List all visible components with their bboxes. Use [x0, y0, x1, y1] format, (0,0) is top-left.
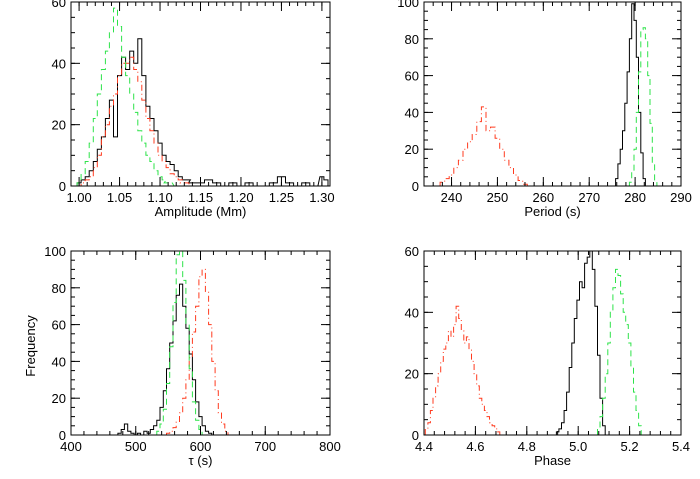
histogram-series-0 — [615, 3, 646, 186]
x-tick-label: 1.00 — [66, 190, 91, 205]
y-tick-label: 60 — [405, 244, 419, 259]
x-tick-label: 600 — [190, 439, 212, 454]
histogram-series-1 — [424, 305, 503, 435]
y-tick-label: 20 — [405, 142, 419, 157]
x-tick-label: 5.0 — [569, 439, 587, 454]
x-axis-label: Phase — [534, 453, 571, 468]
y-tick-label: 60 — [52, 0, 66, 10]
x-tick-label: 240 — [441, 190, 463, 205]
x-tick-label: 4.8 — [518, 439, 536, 454]
x-tick-label: 4.4 — [415, 439, 433, 454]
histogram-series-1 — [439, 106, 528, 186]
plot-frame — [70, 1, 331, 187]
y-tick-label: 0 — [412, 179, 419, 194]
x-tick-label: 500 — [125, 439, 147, 454]
y-tick-label: 40 — [405, 305, 419, 320]
y-tick-label: 60 — [52, 318, 66, 333]
y-tick-label: 100 — [397, 0, 419, 10]
y-tick-label: 80 — [405, 32, 419, 47]
y-tick-label: 20 — [52, 118, 66, 133]
x-tick-label: 250 — [487, 190, 509, 205]
x-tick-label: 1.30 — [309, 190, 334, 205]
y-tick-label: 40 — [405, 105, 419, 120]
x-tick-label: 290 — [670, 190, 692, 205]
histogram-panel-period: 240 250 260 270 280 290 0 20 40 60 80 100 Period (s) — [397, 0, 692, 219]
plot-frame — [423, 1, 682, 187]
x-tick-label: 1.15 — [188, 190, 213, 205]
y-tick-label: 80 — [52, 281, 66, 296]
histogram-panel-amplitude: 1.00 1.05 1.10 1.15 1.20 1.25 1.30 0 20 40 60 Ampli… — [52, 0, 335, 219]
histogram-series-2 — [76, 7, 179, 186]
x-axis-label: Amplitude (Mm) — [155, 204, 247, 219]
x-tick-label: 270 — [578, 190, 600, 205]
y-tick-label: 0 — [59, 428, 66, 443]
histogram-series-1 — [77, 56, 195, 186]
x-tick-label: 280 — [624, 190, 646, 205]
histogram-series-0 — [76, 38, 329, 186]
histogram-series-1 — [166, 268, 232, 435]
plot-frame — [70, 250, 331, 436]
y-tick-label: 100 — [44, 244, 66, 259]
histogram-panel-phase: 4.4 4.6 4.8 5.0 5.2 5.4 0 20 40 60 Phase — [405, 244, 691, 468]
x-tick-label: 260 — [532, 190, 554, 205]
x-tick-label: 5.4 — [672, 439, 690, 454]
y-tick-label: 20 — [405, 367, 419, 382]
y-tick-label: 0 — [59, 179, 66, 194]
y-tick-label: 20 — [52, 391, 66, 406]
histogram-series-0 — [555, 251, 606, 435]
histogram-series-0 — [117, 283, 216, 435]
x-tick-label: 800 — [319, 439, 341, 454]
plot-frame — [423, 250, 682, 436]
x-tick-label: 1.10 — [147, 190, 172, 205]
x-tick-label: 5.2 — [621, 439, 639, 454]
x-tick-label: 400 — [60, 439, 82, 454]
x-tick-label: 1.05 — [107, 190, 132, 205]
histogram-series-2 — [597, 268, 644, 435]
x-axis-label: τ (s) — [189, 453, 213, 468]
histogram-panel-tau: 400 500 600 700 800 0 20 40 60 80 100 τ (s) — [44, 244, 341, 468]
y-tick-label: 60 — [405, 69, 419, 84]
x-tick-label: 4.6 — [466, 439, 484, 454]
y-tick-label: 40 — [52, 354, 66, 369]
x-axis-label: Period (s) — [524, 204, 580, 219]
x-tick-label: 1.20 — [228, 190, 253, 205]
y-tick-label: 40 — [52, 56, 66, 71]
x-tick-label: 1.25 — [269, 190, 294, 205]
histogram-series-2 — [156, 251, 206, 435]
y-tick-label: 0 — [412, 428, 419, 443]
x-tick-label: 700 — [254, 439, 276, 454]
shared-y-axis-label: Frequency — [23, 315, 38, 377]
histogram-series-2 — [628, 27, 658, 186]
